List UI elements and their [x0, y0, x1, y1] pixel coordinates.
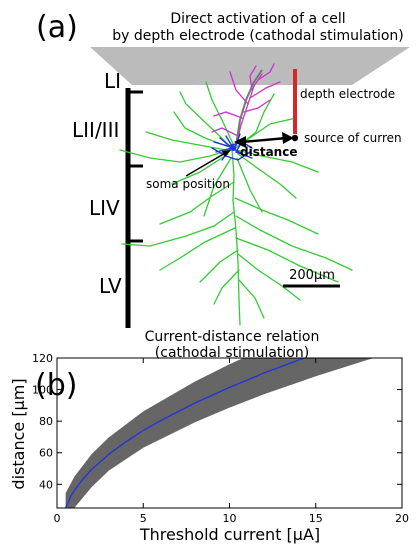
x-tick-label: 5: [140, 512, 147, 525]
panel-b: Current-distance relation (cathodal stim…: [9, 329, 409, 544]
y-tick-label: 40: [39, 478, 53, 491]
layer-label-lv: LV: [99, 274, 122, 298]
x-axis-label: Threshold current [μA]: [139, 525, 320, 544]
y-tick-label: 60: [39, 447, 53, 460]
cortical-surface: [90, 47, 410, 85]
layer-label-lii-iii: LII/III: [72, 118, 119, 142]
x-tick-label: 15: [309, 512, 323, 525]
panel-b-title-line1: Current-distance relation: [145, 329, 320, 345]
confidence-band: [65, 358, 374, 508]
plot-area: [65, 358, 374, 508]
soma-center: [230, 145, 236, 151]
x-tick-label: 20: [395, 512, 409, 525]
x-tick-label: 10: [223, 512, 237, 525]
depth-electrode-label: depth electrode: [300, 87, 395, 101]
layer-label-liv: LIV: [89, 196, 120, 220]
y-axis-label: distance [μm]: [9, 378, 28, 489]
axis-ticks: 0 5 10 15 20 40 60 80 100 120: [32, 352, 409, 525]
source-label: source of curren: [304, 131, 402, 145]
source-point: [291, 134, 299, 142]
soma-position-label: soma position: [146, 177, 230, 191]
neuron-axon: [211, 63, 281, 147]
y-tick-label: 120: [32, 352, 53, 365]
panel-a: (a) Direct activation of a cell by depth…: [36, 10, 410, 328]
panel-a-title-line2: by depth electrode (cathodal stimulation…: [112, 28, 404, 44]
soma-pointer: [185, 151, 228, 177]
mean-curve: [65, 358, 307, 508]
y-tick-label: 100: [32, 384, 53, 397]
y-tick-label: 80: [39, 415, 53, 428]
neuron-apical-trunk: [235, 69, 263, 147]
soma-pointer-head: [222, 150, 231, 157]
panel-a-title-line1: Direct activation of a cell: [170, 11, 345, 27]
panel-b-label: (b): [35, 368, 77, 403]
distance-arrowhead-right: [282, 132, 294, 144]
scale-bar-label: 200μm: [289, 268, 335, 283]
distance-arrowhead-left: [234, 136, 246, 148]
panel-b-title-line2: (cathodal stimulation): [155, 345, 309, 361]
layer-label-li: LI: [104, 69, 121, 93]
distance-label: distance: [240, 145, 297, 159]
x-tick-label: 0: [54, 512, 61, 525]
distance-arrow: [241, 136, 288, 144]
panel-a-label: (a): [36, 10, 78, 45]
neuron-dendrites: [119, 81, 353, 326]
